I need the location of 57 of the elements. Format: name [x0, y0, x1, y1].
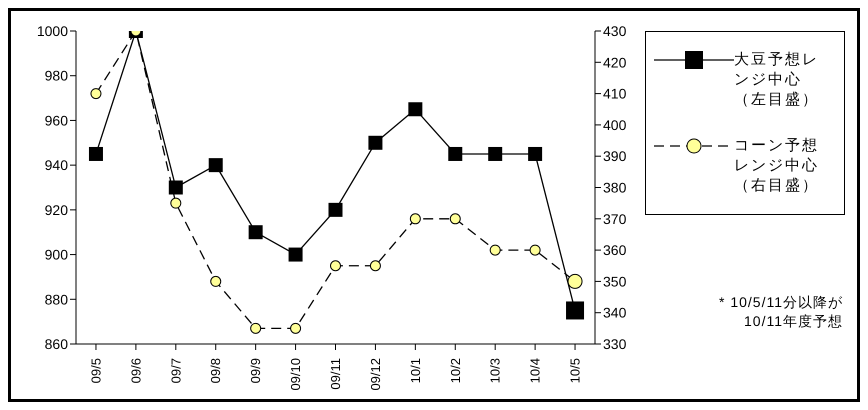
- point: [328, 202, 342, 217]
- x-tick-label: 09/9: [248, 358, 264, 384]
- x-tick-label: 09/12: [368, 358, 383, 391]
- y-tick-label: 940: [44, 157, 68, 174]
- point: [208, 158, 223, 172]
- y2-tick-label: 410: [603, 86, 627, 102]
- y-tick-label: 880: [44, 291, 68, 308]
- x-tick-label: 10/5: [568, 358, 583, 384]
- point: [250, 322, 262, 334]
- point: [330, 260, 341, 272]
- point: [248, 225, 263, 240]
- point: [450, 213, 461, 224]
- x-tick-label: 09/11: [328, 358, 343, 390]
- y-tick-label: 860: [44, 336, 68, 352]
- x-tick-label: 09/10: [288, 358, 304, 391]
- text: * 10/5/11分以降が 10/11年度予想: [718, 293, 843, 331]
- legend-label: コーン予想レンジ中心（右目盛）: [734, 136, 820, 196]
- point: [490, 244, 501, 256]
- y2-tick-label: 370: [603, 210, 627, 227]
- point: [448, 146, 462, 161]
- point: [210, 276, 222, 287]
- point: [370, 260, 381, 272]
- y-tick-label: 960: [44, 112, 68, 128]
- point: [528, 146, 542, 161]
- point: [288, 248, 303, 262]
- legend-label: 大豆予想レンジ中心（左目盛）: [734, 50, 820, 110]
- x-tick-label: 09/6: [128, 358, 144, 384]
- y-tick-label: 920: [44, 202, 68, 218]
- point: [88, 146, 103, 161]
- x-tick-label: 09/8: [208, 358, 224, 384]
- x-tick-label: 09/5: [88, 358, 104, 384]
- y-tick-label: 1000: [36, 22, 68, 39]
- point: [168, 180, 183, 194]
- point: [530, 244, 541, 256]
- point: [90, 88, 102, 100]
- x-tick-label: 10/1: [408, 358, 423, 384]
- point: [488, 146, 502, 161]
- y2-tick-label: 390: [603, 148, 627, 164]
- x-tick-label: 10/2: [448, 358, 463, 384]
- point: [410, 213, 421, 224]
- y2-tick-label: 380: [603, 179, 627, 196]
- y2-tick-label: 340: [603, 304, 627, 321]
- x-tick-label: 10/3: [488, 358, 503, 384]
- x-tick-label: 10/4: [528, 358, 543, 384]
- x-tick-label: 09/7: [168, 358, 184, 384]
- point: [368, 136, 382, 150]
- y-tick-label: 900: [44, 246, 68, 263]
- y2-tick-label: 350: [603, 273, 627, 290]
- y2-tick-label: 360: [603, 242, 627, 258]
- y2-tick-label: 330: [603, 336, 627, 352]
- point: [170, 198, 182, 209]
- y2-tick-label: 400: [603, 116, 627, 133]
- point: [290, 322, 302, 334]
- y2-tick-label: 430: [603, 22, 627, 39]
- y2-tick-label: 420: [603, 54, 627, 70]
- point: [408, 102, 422, 116]
- y-tick-label: 980: [44, 68, 68, 84]
